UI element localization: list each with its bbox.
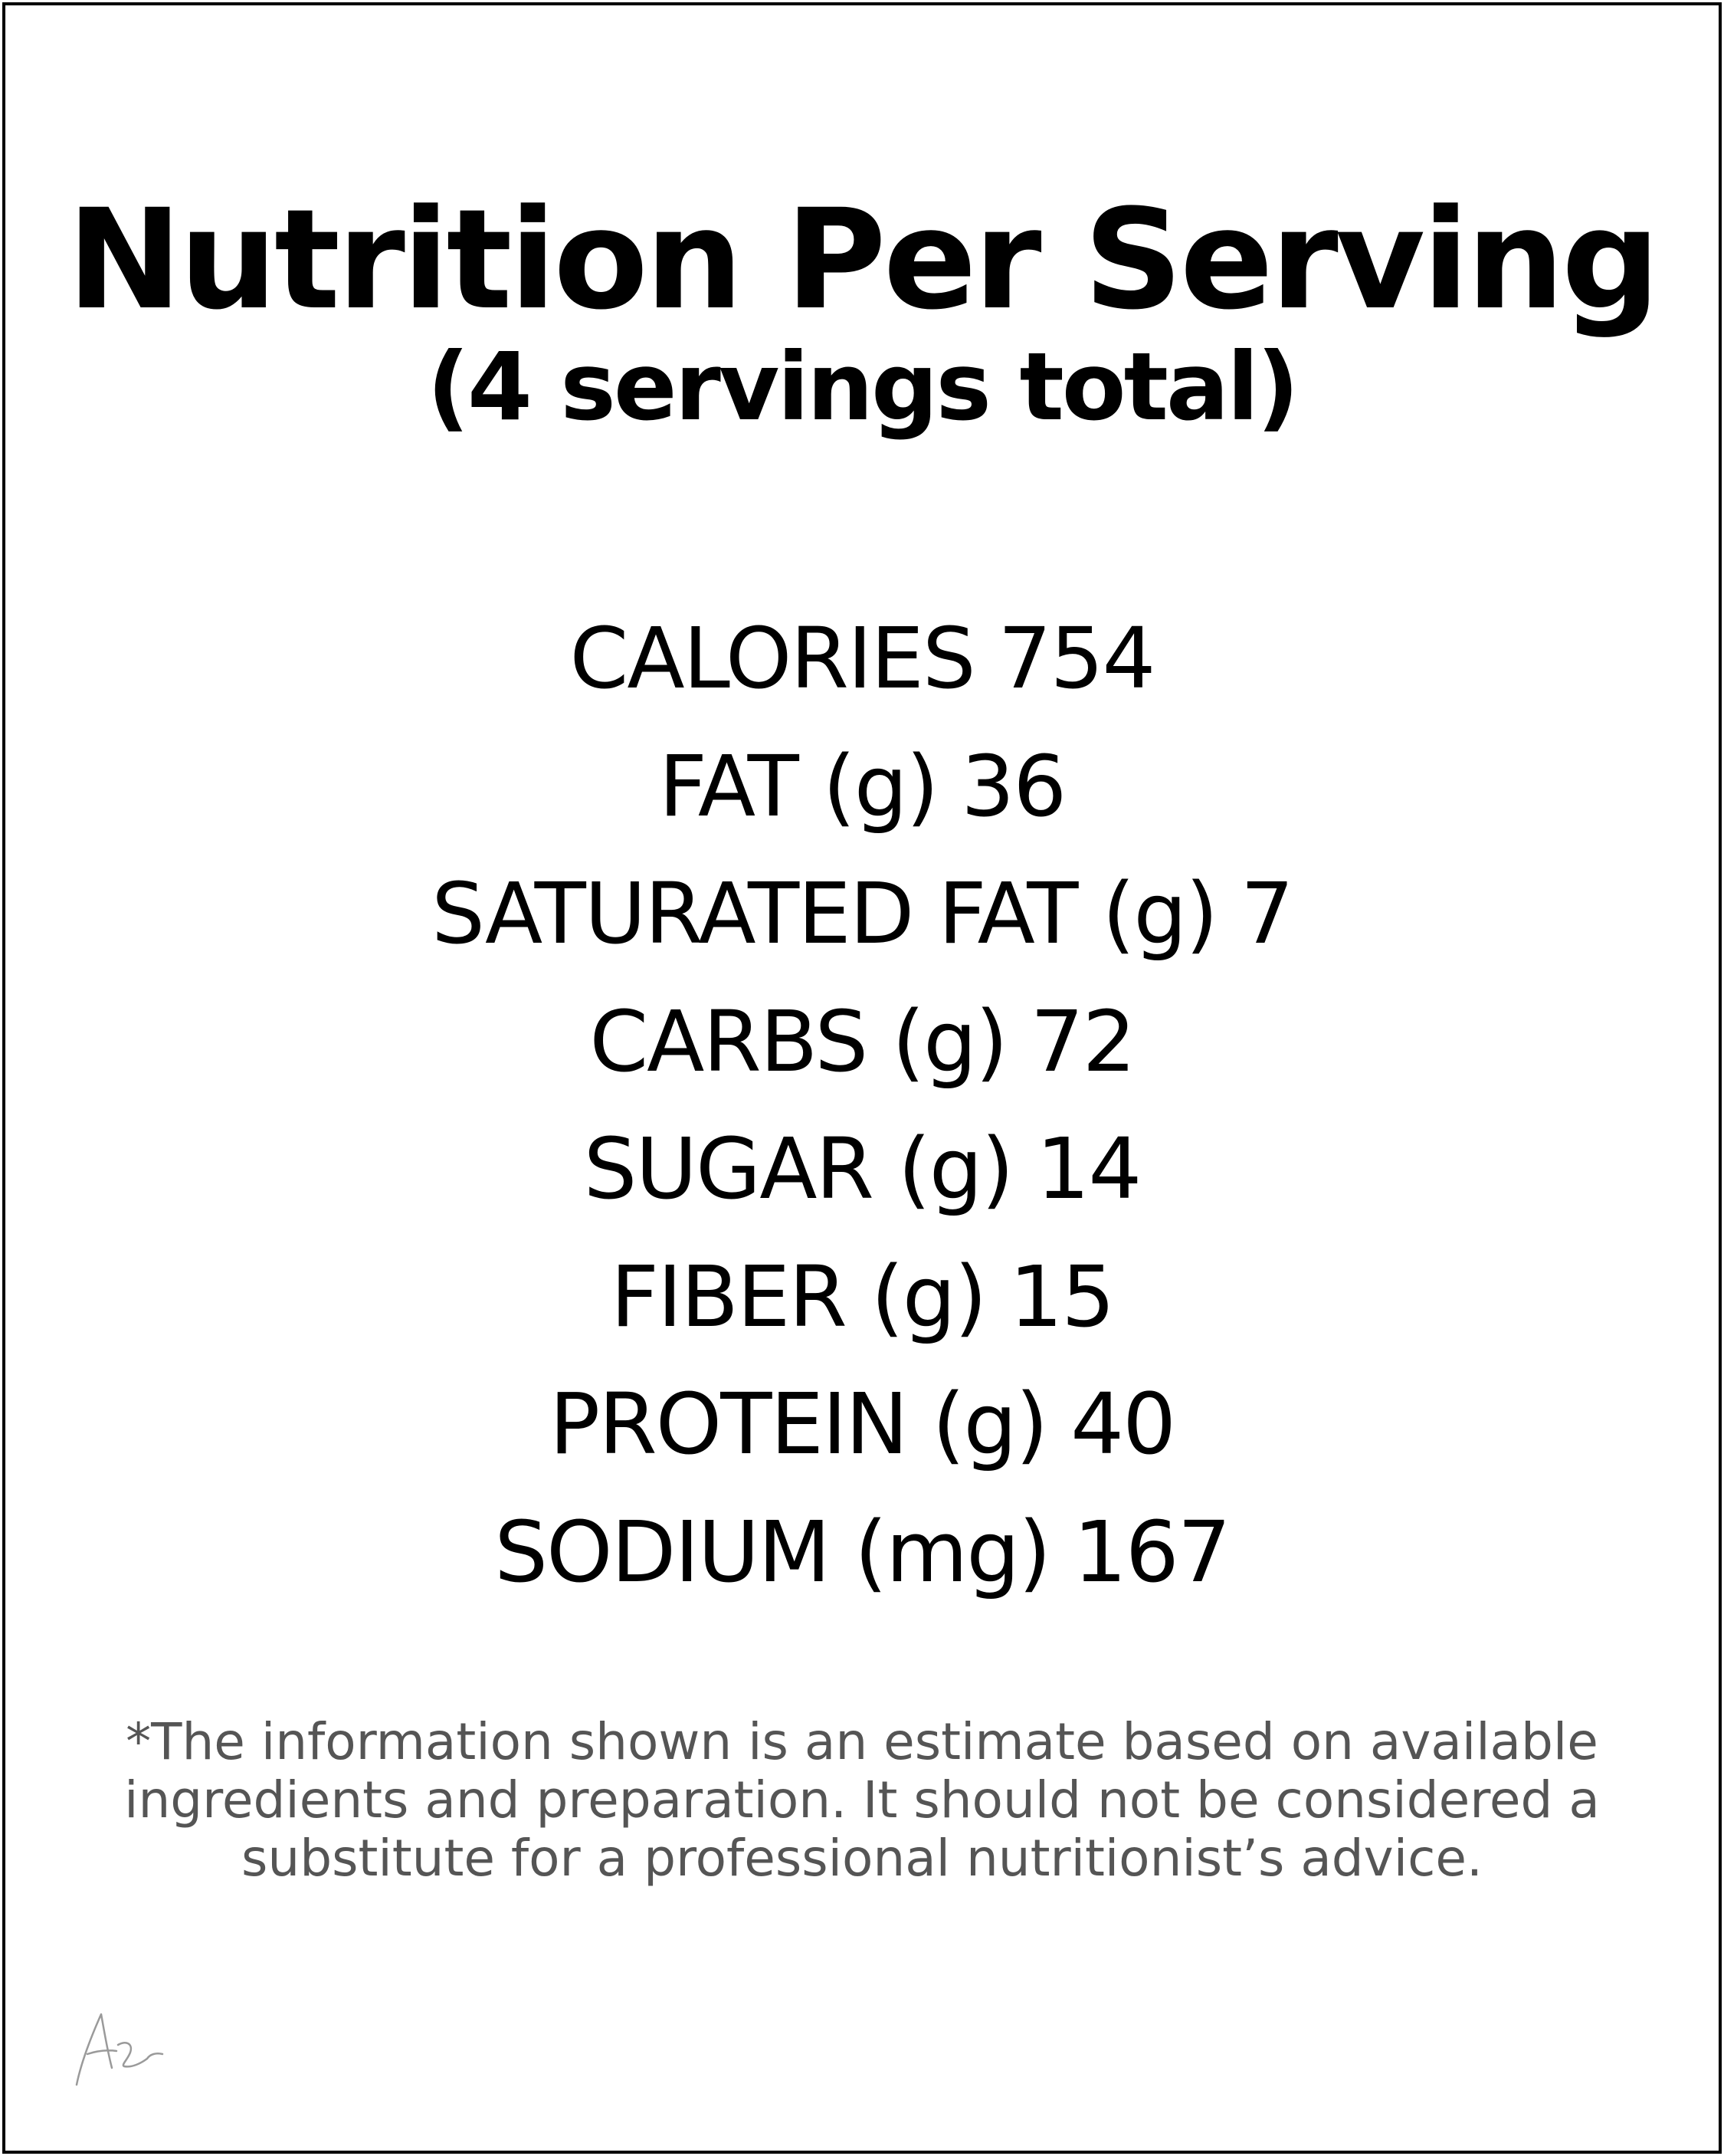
fact-label: SATURATED FAT (g) xyxy=(431,865,1218,963)
fact-row-sugar: SUGAR (g) 14 xyxy=(0,1105,1724,1233)
fact-value: 40 xyxy=(1070,1375,1176,1473)
fact-value: 15 xyxy=(1009,1247,1115,1346)
servings-subtitle: (4 servings total) xyxy=(427,333,1300,441)
page-title: Nutrition Per Serving xyxy=(67,180,1660,340)
fact-value: 7 xyxy=(1240,865,1294,963)
signature-icon xyxy=(75,2013,164,2086)
fact-value: 36 xyxy=(961,737,1067,835)
fact-label: SUGAR (g) xyxy=(583,1120,1014,1218)
fact-label: CARBS (g) xyxy=(589,992,1008,1091)
fact-row-protein: PROTEIN (g) 40 xyxy=(0,1360,1724,1488)
fact-label: SODIUM (mg) xyxy=(494,1502,1051,1601)
fact-row-fat: FAT (g) 36 xyxy=(0,723,1724,851)
fact-row-saturated-fat: SATURATED FAT (g) 7 xyxy=(0,850,1724,978)
fact-value: 167 xyxy=(1073,1502,1231,1601)
fact-value: 754 xyxy=(998,609,1156,707)
fact-value: 14 xyxy=(1036,1120,1142,1218)
fact-row-sodium: SODIUM (mg) 167 xyxy=(0,1488,1724,1616)
fact-label: FIBER (g) xyxy=(610,1247,988,1346)
fact-value: 72 xyxy=(1030,992,1136,1091)
fact-row-carbs: CARBS (g) 72 xyxy=(0,978,1724,1106)
fact-row-calories: CALORIES 754 xyxy=(0,595,1724,723)
disclaimer-text: *The information shown is an estimate ba… xyxy=(124,1712,1600,1888)
fact-label: CALORIES xyxy=(569,609,976,707)
fact-label: FAT (g) xyxy=(658,737,939,835)
nutrition-facts-list: CALORIES 754 FAT (g) 36 SATURATED FAT (g) 7… xyxy=(0,595,1724,1616)
fact-label: PROTEIN (g) xyxy=(549,1375,1048,1473)
fact-row-fiber: FIBER (g) 15 xyxy=(0,1233,1724,1361)
